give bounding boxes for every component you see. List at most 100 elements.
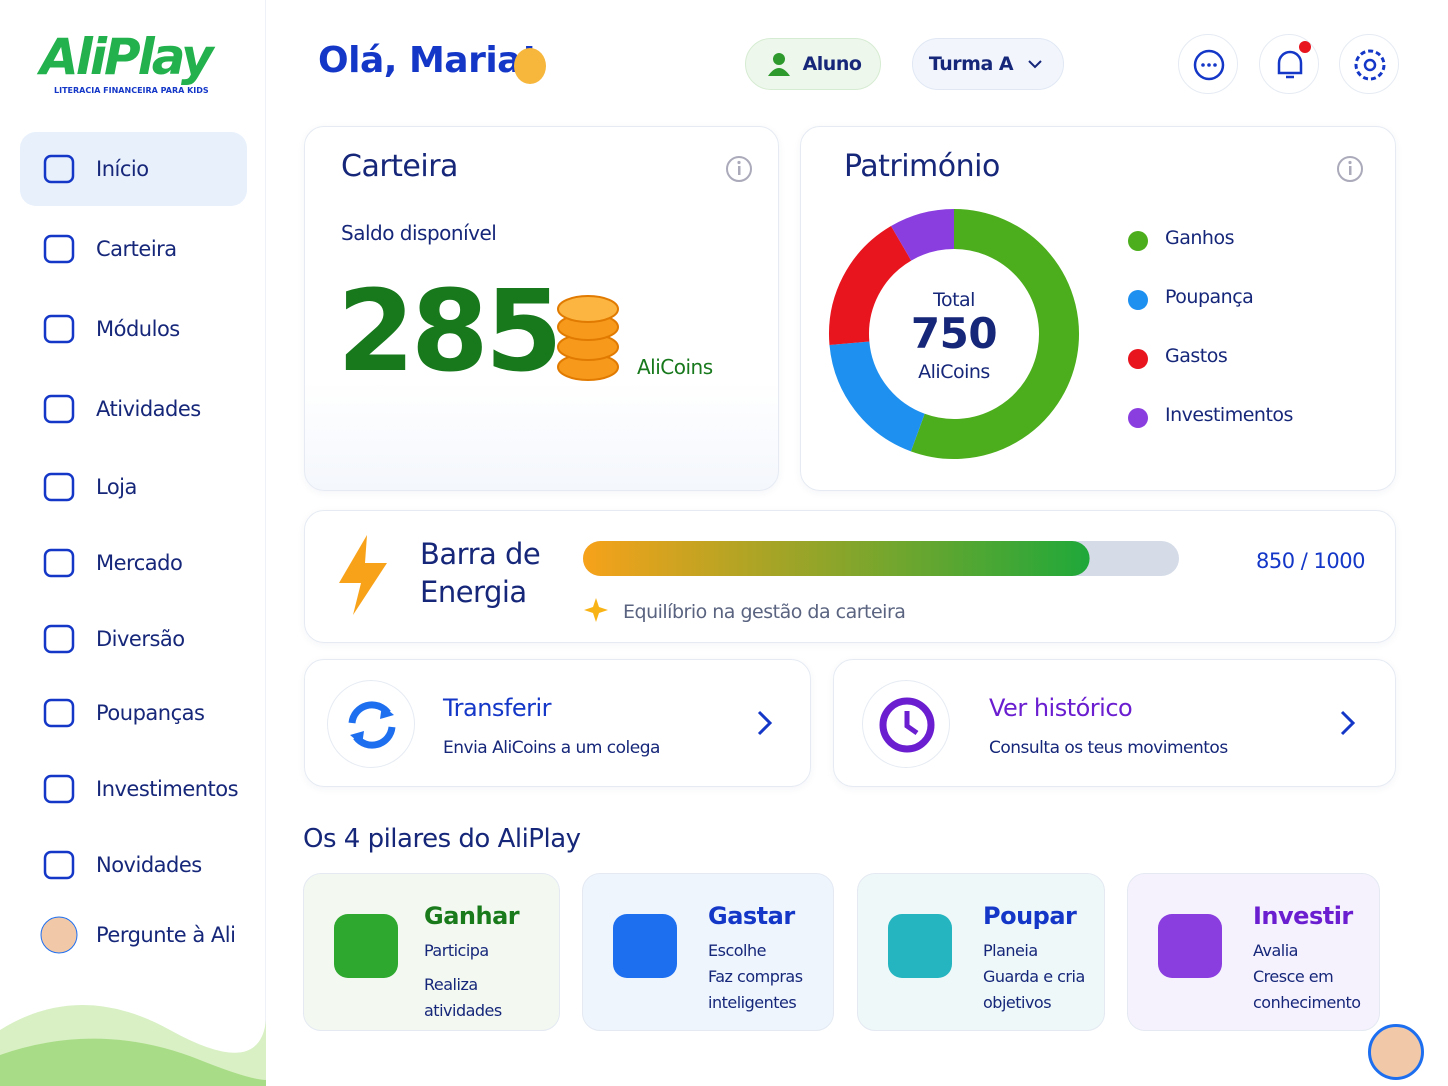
nav-label: Início: [96, 157, 149, 181]
pillar-card[interactable]: Investir Avalia Cresce em conhecimento: [1127, 873, 1380, 1031]
donut-segment: [829, 340, 926, 452]
pillar-card[interactable]: Ganhar Participa Realiza atividades: [303, 873, 560, 1031]
legend-dot: [1128, 408, 1148, 428]
sidebar: AliPlay LITERACIA FINANCEIRA PARA KIDS I…: [0, 0, 266, 1086]
pillar-icon: [613, 914, 677, 978]
info-icon[interactable]: [725, 155, 753, 183]
pillar-icon: [334, 914, 398, 978]
pillar-icon: [888, 914, 952, 978]
energy-note: Equilíbrio na gestão da carteira: [623, 601, 906, 623]
assets-card: Património Total 750 AliCoins Ganhos Poup…: [800, 126, 1396, 491]
pillar-line: Faz compras inteligentes: [708, 967, 803, 1012]
nav-item[interactable]: Loja: [20, 450, 247, 524]
pillar-line: Guarda e cria objetivos: [983, 967, 1085, 1012]
pillar-line: Escolhe: [708, 941, 766, 960]
nav-item[interactable]: Investimentos: [20, 752, 247, 826]
nav-label: Módulos: [96, 317, 180, 341]
history-icon: [862, 680, 950, 768]
nav-label: Diversão: [96, 627, 185, 651]
action-subtitle: Consulta os teus movimentos: [989, 738, 1228, 758]
nav-item[interactable]: Novidades: [20, 828, 247, 902]
legend-label: Poupança: [1165, 286, 1254, 308]
chevron: [1340, 710, 1356, 736]
action-subtitle: Envia AliCoins a um colega: [443, 738, 660, 758]
nav-label: Novidades: [96, 853, 202, 877]
wallet-title: Carteira: [341, 149, 458, 184]
nav-item[interactable]: Mercado: [20, 526, 247, 600]
legend-dot: [1128, 231, 1148, 251]
total-label: Total: [933, 289, 975, 311]
wallet-balance: 285: [337, 267, 563, 397]
energy-fill: [583, 541, 1090, 576]
pillar-card[interactable]: Gastar Escolhe Faz compras inteligentes: [582, 873, 834, 1031]
donut-chart: [829, 209, 1079, 459]
energy-bar: [583, 541, 1179, 576]
energy-card: Barra de Energia 850 / 1000 Equilíbrio n…: [304, 510, 1396, 643]
assets-title: Património: [844, 149, 1000, 184]
nav-label: Mercado: [96, 551, 183, 575]
transfer-icon: [327, 680, 415, 768]
nav-item[interactable]: Módulos: [20, 292, 247, 366]
info-icon[interactable]: [1336, 155, 1364, 183]
pillar-title: Gastar: [708, 902, 795, 930]
nav-item[interactable]: Atividades: [20, 372, 247, 446]
nav-label: Carteira: [96, 237, 177, 261]
wallet-subtitle: Saldo disponível: [341, 221, 497, 245]
landscape: [0, 1005, 266, 1086]
total-unit: AliCoins: [918, 361, 990, 383]
donut-segment: [829, 226, 912, 345]
nav-label: Loja: [96, 475, 137, 499]
notifications-button[interactable]: [1259, 34, 1319, 94]
role-label: Aluno: [802, 53, 862, 75]
transfer-card[interactable]: Transferir Envia AliCoins a um colega: [304, 659, 811, 787]
history-card[interactable]: Ver histórico Consulta os teus movimento…: [833, 659, 1396, 787]
pillar-card[interactable]: Poupar Planeia Guarda e cria objetivos: [857, 873, 1105, 1031]
pillar-line: Realiza atividades: [424, 975, 502, 1020]
class-label: Turma A: [928, 53, 1014, 75]
total-value: 750: [910, 309, 998, 358]
legend-label: Investimentos: [1165, 404, 1293, 426]
assistant-button[interactable]: [1368, 1024, 1424, 1080]
pillars-title: Os 4 pilares do AliPlay: [303, 824, 581, 854]
nav-item[interactable]: Início: [20, 132, 247, 206]
wallet-card: Carteira Saldo disponível 285 AliCoins: [304, 126, 779, 491]
nav-item[interactable]: Pergunte à Ali: [20, 898, 247, 972]
sparkle-icon: [584, 598, 608, 622]
nav-item[interactable]: Poupanças: [20, 676, 247, 750]
energy-label: 850 / 1000: [1256, 549, 1365, 573]
legend-dot: [1128, 290, 1148, 310]
legend-dot: [1128, 349, 1148, 369]
class-select[interactable]: Turma A: [912, 38, 1064, 90]
pillar-line: Participa: [424, 941, 489, 960]
bolt-icon: [339, 535, 387, 615]
pillar-title: Ganhar: [424, 902, 520, 930]
pillar-icon: [1158, 914, 1222, 978]
action-title: Ver histórico: [989, 694, 1133, 722]
wallet-unit: AliCoins: [637, 355, 713, 379]
coins-icon: [557, 295, 619, 381]
wave-icon: [514, 48, 546, 84]
donut-segment: [910, 209, 1079, 459]
nav-label: Atividades: [96, 397, 201, 421]
donut-segment: [891, 209, 955, 261]
greeting: Olá, Maria!: [318, 40, 537, 81]
nav-label: Investimentos: [96, 777, 239, 801]
settings-button[interactable]: [1339, 34, 1399, 94]
nav-item[interactable]: Diversão: [20, 602, 247, 676]
action-title: Transferir: [443, 694, 552, 722]
legend-label: Gastos: [1165, 345, 1228, 367]
pillar-line: Avalia: [1253, 941, 1298, 960]
pillar-title: Poupar: [983, 902, 1077, 930]
pillar-title: Investir: [1253, 902, 1353, 930]
nav-item[interactable]: Carteira: [20, 212, 247, 286]
messages-button[interactable]: [1178, 34, 1238, 94]
chevron: [757, 710, 773, 736]
logo-title: AliPlay: [40, 28, 214, 86]
logo-tagline: LITERACIA FINANCEIRA PARA KIDS: [54, 86, 209, 95]
legend-label: Ganhos: [1165, 227, 1234, 249]
role-button[interactable]: Aluno: [745, 38, 881, 90]
pillar-line: Planeia: [983, 941, 1038, 960]
nav-label: Poupanças: [96, 701, 205, 725]
